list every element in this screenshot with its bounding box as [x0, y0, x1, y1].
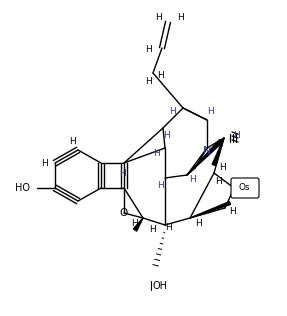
Text: H: H: [177, 14, 183, 22]
Polygon shape: [190, 202, 230, 218]
Text: HO: HO: [15, 183, 30, 193]
FancyBboxPatch shape: [231, 178, 259, 198]
Text: H: H: [69, 137, 75, 145]
Text: Os: Os: [238, 184, 250, 192]
Polygon shape: [133, 218, 143, 231]
Text: N: N: [203, 146, 211, 156]
Text: H: H: [42, 159, 49, 167]
Text: H: H: [145, 76, 151, 86]
Text: H: H: [195, 218, 201, 228]
Text: OH: OH: [152, 281, 168, 291]
Text: H: H: [150, 226, 156, 234]
Text: H: H: [155, 13, 161, 21]
Text: H: H: [170, 107, 177, 117]
Text: H: H: [165, 223, 171, 233]
Text: O: O: [120, 208, 128, 218]
Text: H: H: [158, 71, 164, 81]
Text: H: H: [207, 107, 213, 117]
Text: H: H: [189, 175, 195, 185]
Text: H: H: [216, 177, 222, 185]
Text: H: H: [230, 206, 236, 216]
Polygon shape: [187, 140, 222, 175]
Text: H: H: [219, 163, 225, 173]
Text: H: H: [154, 149, 160, 157]
Polygon shape: [212, 138, 224, 166]
Text: H: H: [157, 181, 163, 191]
Text: H: H: [132, 218, 138, 228]
Text: H: H: [119, 168, 125, 178]
Text: H: H: [164, 131, 170, 141]
Text: H: H: [146, 46, 152, 54]
Text: H: H: [233, 131, 239, 139]
